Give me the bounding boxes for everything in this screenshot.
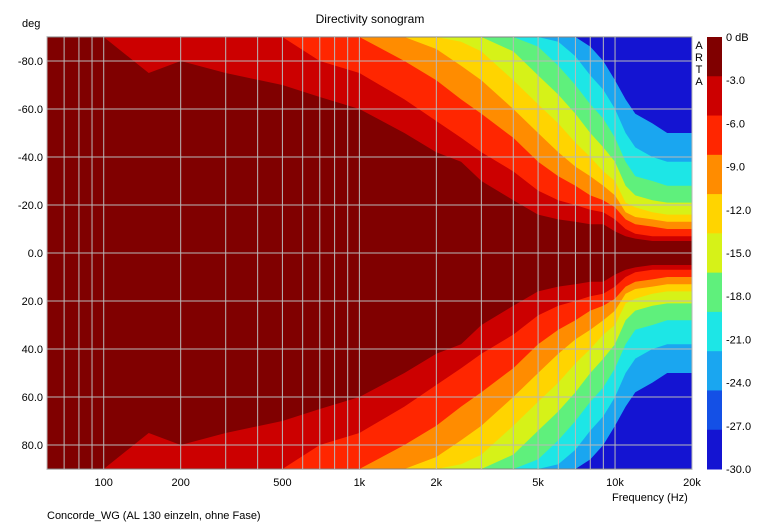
x-axis-label: Frequency (Hz) <box>612 492 688 504</box>
color-scale-band <box>707 233 722 274</box>
y-tick-label: 40.0 <box>22 344 43 356</box>
color-scale-band <box>707 390 722 431</box>
y-tick-label: -60.0 <box>18 104 43 116</box>
x-tick-label: 500 <box>273 477 291 489</box>
color-scale-label: -21.0 <box>726 334 751 346</box>
color-scale-label: -3.0 <box>726 75 745 87</box>
x-tick-label: 20k <box>683 477 701 489</box>
y-tick-label: 20.0 <box>22 296 43 308</box>
color-scale-band <box>707 115 722 156</box>
color-scale-label: -30.0 <box>726 464 751 476</box>
color-scale-label: -15.0 <box>726 248 751 260</box>
color-scale-label: -27.0 <box>726 421 751 433</box>
x-tick-label: 100 <box>95 477 113 489</box>
color-scale-label: -6.0 <box>726 118 745 130</box>
color-scale-bar <box>707 37 722 470</box>
brand-letter: A <box>695 76 703 88</box>
x-tick-label: 1k <box>354 477 366 489</box>
x-tick-label: 200 <box>171 477 189 489</box>
color-scale-label: -12.0 <box>726 205 751 217</box>
color-scale-label: -18.0 <box>726 291 751 303</box>
color-scale-label: 0 dB <box>726 32 749 44</box>
y-tick-label: 80.0 <box>22 440 43 452</box>
sonogram-plot-area <box>46 36 693 470</box>
x-tick-label: 5k <box>532 477 544 489</box>
color-scale-label: -9.0 <box>726 162 745 174</box>
color-scale-label: -24.0 <box>726 378 751 390</box>
brand-letter: R <box>695 52 703 64</box>
grid-lines <box>46 37 693 469</box>
color-scale-band <box>707 311 722 352</box>
x-tick-label: 10k <box>606 477 624 489</box>
chart-title: Directivity sonogram <box>316 12 425 26</box>
brand-letter: T <box>696 64 703 76</box>
x-tick-label: 2k <box>431 477 443 489</box>
y-tick-label: -40.0 <box>18 152 43 164</box>
color-scale-band <box>707 154 722 195</box>
color-scale-band <box>707 429 722 470</box>
color-scale-band <box>707 76 722 117</box>
color-scale-band <box>707 351 722 391</box>
y-tick-label: -20.0 <box>18 200 43 212</box>
y-tick-label: -80.0 <box>18 56 43 68</box>
color-scale-band <box>707 272 722 313</box>
color-scale-labels: 0 dB -3.0 -6.0 -9.0 -12.0 -15.0 -18.0 -21.0 -24.… <box>726 32 751 476</box>
y-tick-label: 60.0 <box>22 392 43 404</box>
x-tick-labels: 100 200 500 1k 2k 5k 10k 20k <box>95 477 702 489</box>
y-axis-label: deg <box>22 18 40 30</box>
measurement-caption: Concorde_WG (AL 130 einzeln, ohne Fase) <box>47 510 261 522</box>
y-tick-label: 0.0 <box>28 248 43 260</box>
color-scale-band <box>707 37 722 77</box>
color-scale-band <box>707 194 722 234</box>
brand-letter: A <box>695 40 703 52</box>
y-tick-labels: -80.0 -60.0 -40.0 -20.0 0.0 20.0 40.0 60.0 80.0 <box>18 56 43 452</box>
